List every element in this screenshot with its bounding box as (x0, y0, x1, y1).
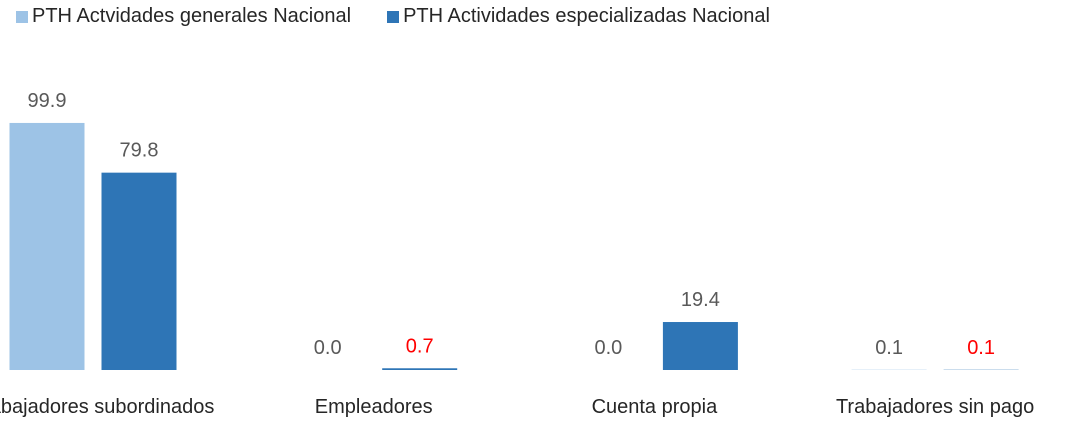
bar (9, 122, 85, 370)
legend-swatch (387, 10, 400, 23)
legend-item: PTH Actividades especializadas Nacional (387, 5, 770, 28)
bar (382, 368, 458, 370)
data-label: 99.9 (28, 90, 67, 112)
data-label: 0.1 (875, 337, 903, 359)
legend-swatch (16, 10, 28, 23)
data-label: 19.4 (681, 289, 720, 311)
data-label: 79.8 (120, 140, 159, 162)
legend-label: PTH Actvidades generales Nacional (32, 5, 352, 27)
x-tick-label: Empleadores (314, 396, 433, 418)
bar (101, 172, 177, 370)
data-label: 0.1 (967, 337, 995, 359)
x-tick-label: Trabajadores subordinados (0, 396, 215, 418)
bar (662, 322, 738, 370)
legend-item: PTH Actvidades generales Nacional (16, 5, 351, 28)
x-tick-label: Trabajadores sin pago (835, 396, 1035, 418)
x-tick-label: Cuenta propia (591, 396, 718, 418)
data-label: 0.7 (406, 335, 434, 357)
legend: PTH Actvidades generales Nacional PTH Act… (0, 5, 770, 28)
data-label: 0.0 (594, 337, 622, 359)
data-label: 0.0 (314, 337, 342, 359)
legend-label: PTH Actividades especializadas Nacional (403, 5, 770, 27)
